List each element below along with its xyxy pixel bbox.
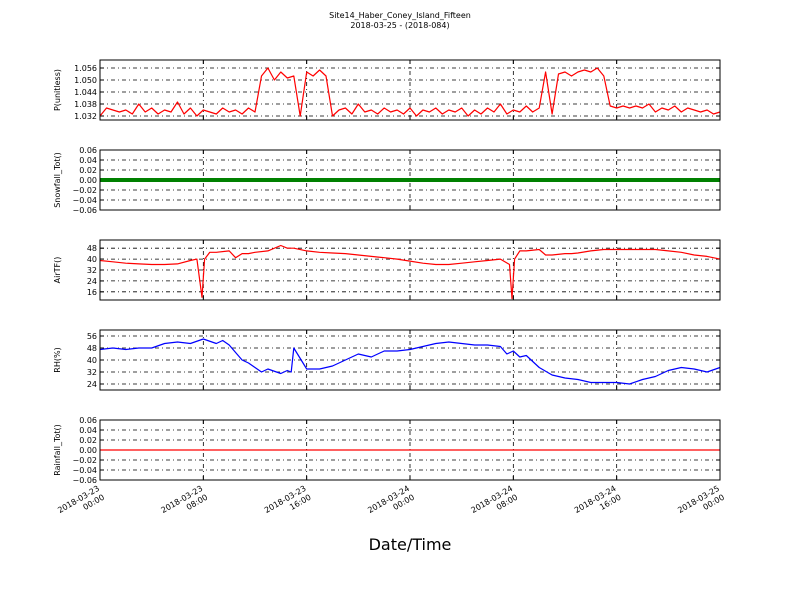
panel-5: −0.06−0.04−0.020.000.020.040.06 Rainfall_…: [53, 416, 721, 485]
panel-frame: [99, 329, 721, 391]
panel-frame: [99, 419, 721, 481]
y-tick-label: 0.04: [79, 426, 97, 435]
panel-frame: [99, 239, 721, 301]
y-tick-label: −0.06: [72, 476, 97, 485]
y-tick-label: −0.02: [72, 456, 97, 465]
y-tick-label: 0.04: [79, 156, 97, 165]
y-tick-label: 0.02: [79, 166, 97, 175]
x-tick-label: 2018-03-2500:00: [676, 484, 726, 524]
y-tick-label: 1.050: [74, 76, 97, 85]
y-tick-label: 56: [87, 332, 97, 341]
x-tick-labels: 2018-03-2300:00 2018-03-2308:00 2018-03-23…: [56, 484, 726, 524]
y-tick-label: 1.038: [74, 100, 97, 109]
y-tick-label: 16: [87, 288, 97, 297]
y-tick-label: −0.02: [72, 186, 97, 195]
x-axis-label: Date/Time: [369, 535, 452, 554]
y-tick-label: 1.056: [74, 64, 97, 73]
panel-2: −0.06−0.04−0.020.000.020.040.06 Snowfall_…: [53, 146, 721, 215]
figure-subtitle: 2018-03-25 - (2018-084): [350, 21, 449, 30]
y-tick-label: 24: [87, 277, 97, 286]
y-tick-label: 0.06: [79, 416, 97, 425]
y-tick-label: 48: [87, 244, 97, 253]
y-tick-label: 0.00: [79, 176, 97, 185]
y-axis-label: AirTF(): [53, 257, 62, 284]
y-axis-label: RH(%): [53, 347, 62, 372]
series-line: [99, 244, 721, 300]
x-tick-label: 2018-03-2408:00: [470, 484, 520, 524]
x-tick-label: 2018-03-2316:00: [263, 484, 313, 524]
panel-frame: [99, 149, 721, 211]
y-tick-label: 1.044: [74, 88, 97, 97]
y-tick-label: 0.02: [79, 436, 97, 445]
y-axis-label: Rainfall_Tot(): [53, 424, 62, 476]
y-tick-label: 32: [87, 368, 97, 377]
x-tick-label: 2018-03-2400:00: [366, 484, 416, 524]
y-tick-label: −0.04: [72, 196, 97, 205]
y-tick-label: 1.032: [74, 112, 97, 121]
panel-1: 1.032 1.038 1.044 1.050 1.056 P(unitless): [53, 59, 721, 121]
y-tick-label: 24: [87, 380, 97, 389]
x-tick-label: 2018-03-2416:00: [573, 484, 623, 524]
y-tick-label: 48: [87, 344, 97, 353]
figure-title: Site14_Haber_Coney_Island_Fifteen: [329, 11, 471, 20]
y-tick-label: −0.04: [72, 466, 97, 475]
y-tick-label: 40: [87, 356, 97, 365]
x-tick-label: 2018-03-2308:00: [160, 484, 210, 524]
panel-3: 16 24 32 40 48 AirTF(): [53, 239, 721, 301]
y-tick-label: 0.06: [79, 146, 97, 155]
panel-4: 24 32 40 48 56 RH(%): [53, 329, 721, 391]
y-tick-label: 40: [87, 255, 97, 264]
y-axis-label: Snowfall_Tot(): [53, 152, 62, 208]
panels: 1.032 1.038 1.044 1.050 1.056 P(unitless) −0.0…: [53, 59, 721, 485]
series-line: [99, 67, 721, 117]
y-axis-label: P(unitless): [53, 69, 62, 111]
panel-frame: [99, 59, 721, 121]
x-tick-label: 2018-03-2300:00: [56, 484, 106, 524]
y-tick-label: 32: [87, 266, 97, 275]
y-tick-label: 0.00: [79, 446, 97, 455]
y-tick-label: −0.06: [72, 206, 97, 215]
series-line: [99, 338, 721, 385]
